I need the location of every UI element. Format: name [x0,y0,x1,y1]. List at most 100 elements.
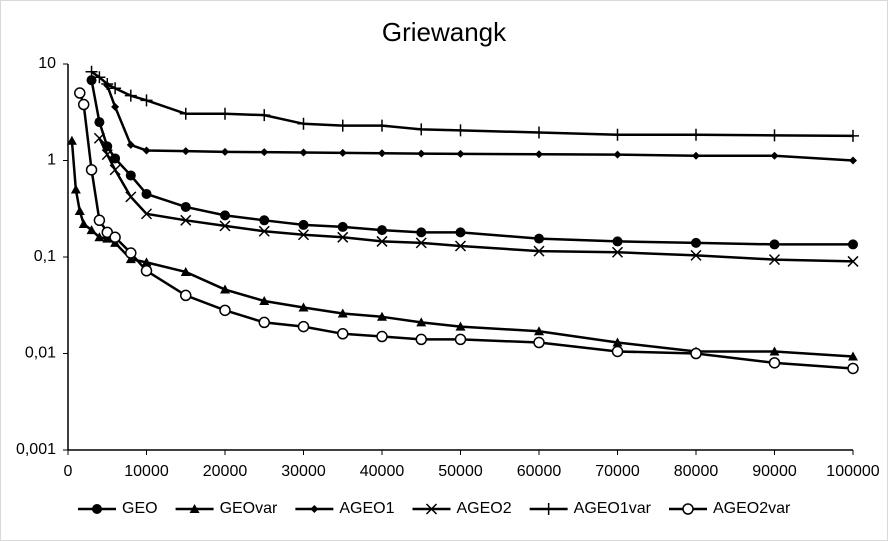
marker [78,218,89,228]
marker [310,505,319,513]
marker [337,231,349,243]
marker [377,225,387,236]
marker [848,239,858,250]
marker [456,149,465,158]
marker [416,317,427,327]
marker [220,210,230,221]
marker [125,247,137,259]
x-tick-label: 80000 [674,463,719,480]
marker [93,214,106,227]
marker [180,289,192,302]
marker [847,129,859,142]
marker [74,205,85,215]
marker [299,148,308,157]
marker [533,126,545,139]
legend-label: GEO [122,500,158,517]
marker [220,284,230,294]
marker [259,295,270,305]
marker [415,333,427,346]
y-tick-label: 0,01 [25,345,56,362]
marker [377,311,387,321]
marker [297,320,310,333]
marker [258,225,270,237]
marker [180,266,191,276]
marker [93,71,106,84]
marker [612,236,623,247]
x-tick-label: 60000 [517,463,562,480]
marker [378,149,386,158]
marker [690,128,702,141]
marker [219,220,231,232]
marker [297,117,310,130]
marker [425,503,438,515]
marker [297,229,310,241]
marker [92,504,102,514]
marker [455,227,466,238]
marker [613,150,622,159]
marker [77,98,90,111]
marker [535,150,543,159]
marker [189,504,200,513]
marker [141,257,152,267]
marker [534,233,544,244]
x-tick-label: 30000 [281,463,326,480]
marker [454,124,467,137]
marker [847,362,859,375]
marker [124,89,137,102]
marker [101,78,114,91]
marker [336,119,349,132]
marker [417,149,426,158]
marker [612,337,623,347]
marker [611,128,624,141]
marker [141,188,152,199]
marker [140,208,153,220]
marker [415,123,428,136]
marker [102,233,113,243]
marker [690,249,702,261]
marker [258,109,271,122]
marker [376,119,388,132]
legend-label: AGEO1var [574,500,652,517]
x-tick-label: 40000 [360,463,405,480]
marker [219,107,231,120]
marker [109,164,121,176]
marker [125,191,137,203]
marker [70,184,81,194]
marker [769,239,780,250]
marker [94,117,105,128]
marker [534,326,544,336]
marker [221,147,229,156]
marker [180,201,191,212]
x-tick-label: 20000 [203,463,248,480]
marker [454,240,467,252]
marker [111,102,120,111]
y-tick-label: 0,001 [16,441,56,458]
x-tick-label: 0 [64,463,73,480]
x-tick-label: 100000 [826,463,879,480]
marker [692,151,700,160]
x-tick-label: 50000 [438,463,483,480]
marker [847,255,859,267]
marker [769,346,780,356]
marker [848,351,858,361]
marker [376,330,388,343]
marker [416,227,427,238]
legend-label: AGEO2var [713,500,791,517]
marker [109,82,122,95]
chart-title: Griewangk [382,17,507,47]
marker [74,87,86,99]
marker [454,333,467,346]
marker [140,265,153,277]
marker [109,231,121,244]
y-tick-label: 1 [47,152,56,169]
marker [415,237,427,249]
marker [337,328,349,340]
marker [611,345,624,358]
legend-label: GEOvar [220,500,278,517]
marker [180,214,192,226]
marker [85,65,98,78]
marker [376,235,388,247]
marker [260,148,269,157]
marker [142,146,151,155]
